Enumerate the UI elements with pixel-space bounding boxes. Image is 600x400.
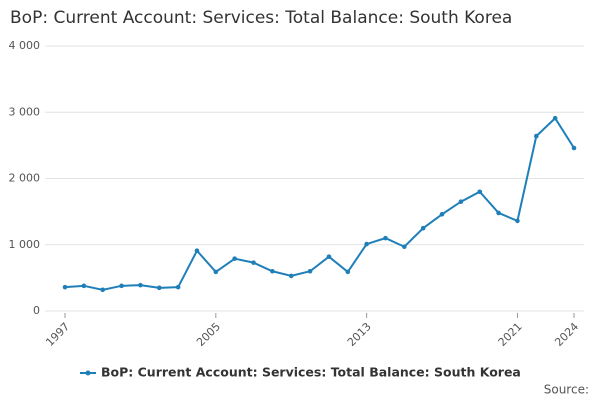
data-point xyxy=(533,133,539,139)
data-point xyxy=(119,283,124,289)
y-tick-label: 4 000 xyxy=(9,39,41,52)
x-tick-label: 2021 xyxy=(496,320,525,349)
data-point xyxy=(420,225,426,231)
data-point xyxy=(100,287,106,293)
x-tick-label: 1997 xyxy=(43,320,72,349)
data-point xyxy=(81,283,87,289)
chart-title: BoP: Current Account: Services: Total Ba… xyxy=(10,8,512,28)
data-point xyxy=(288,273,294,279)
data-point xyxy=(552,115,558,121)
data-point xyxy=(194,248,200,254)
data-point xyxy=(477,189,483,195)
data-point xyxy=(571,145,577,151)
data-point xyxy=(326,254,332,259)
source-label: Source: xyxy=(544,383,589,397)
data-point xyxy=(307,268,313,274)
data-point xyxy=(515,218,520,224)
y-tick-label: 1 000 xyxy=(9,238,41,251)
y-tick-label: 2 000 xyxy=(9,172,41,185)
data-point xyxy=(251,260,256,265)
data-point xyxy=(175,284,181,290)
data-point xyxy=(458,199,464,204)
data-point xyxy=(402,244,407,250)
y-tick-label: 0 xyxy=(33,304,40,317)
data-point xyxy=(232,256,237,261)
x-tick-label: 2005 xyxy=(194,320,223,349)
data-point xyxy=(364,241,369,247)
x-tick-label: 2024 xyxy=(552,320,581,349)
data-point xyxy=(156,285,162,291)
y-tick-label: 3 000 xyxy=(9,105,41,118)
data-point xyxy=(213,269,219,275)
data-point xyxy=(439,211,445,217)
legend-swatch-dot xyxy=(85,370,91,376)
data-point xyxy=(138,282,143,288)
data-point xyxy=(383,235,388,241)
data-point xyxy=(496,210,501,216)
series-line xyxy=(64,116,575,291)
data-point xyxy=(62,284,68,290)
data-point xyxy=(345,269,351,275)
legend-label: BoP: Current Account: Services: Total Ba… xyxy=(101,365,521,380)
data-point xyxy=(270,268,275,274)
x-tick-label: 2013 xyxy=(345,320,374,349)
